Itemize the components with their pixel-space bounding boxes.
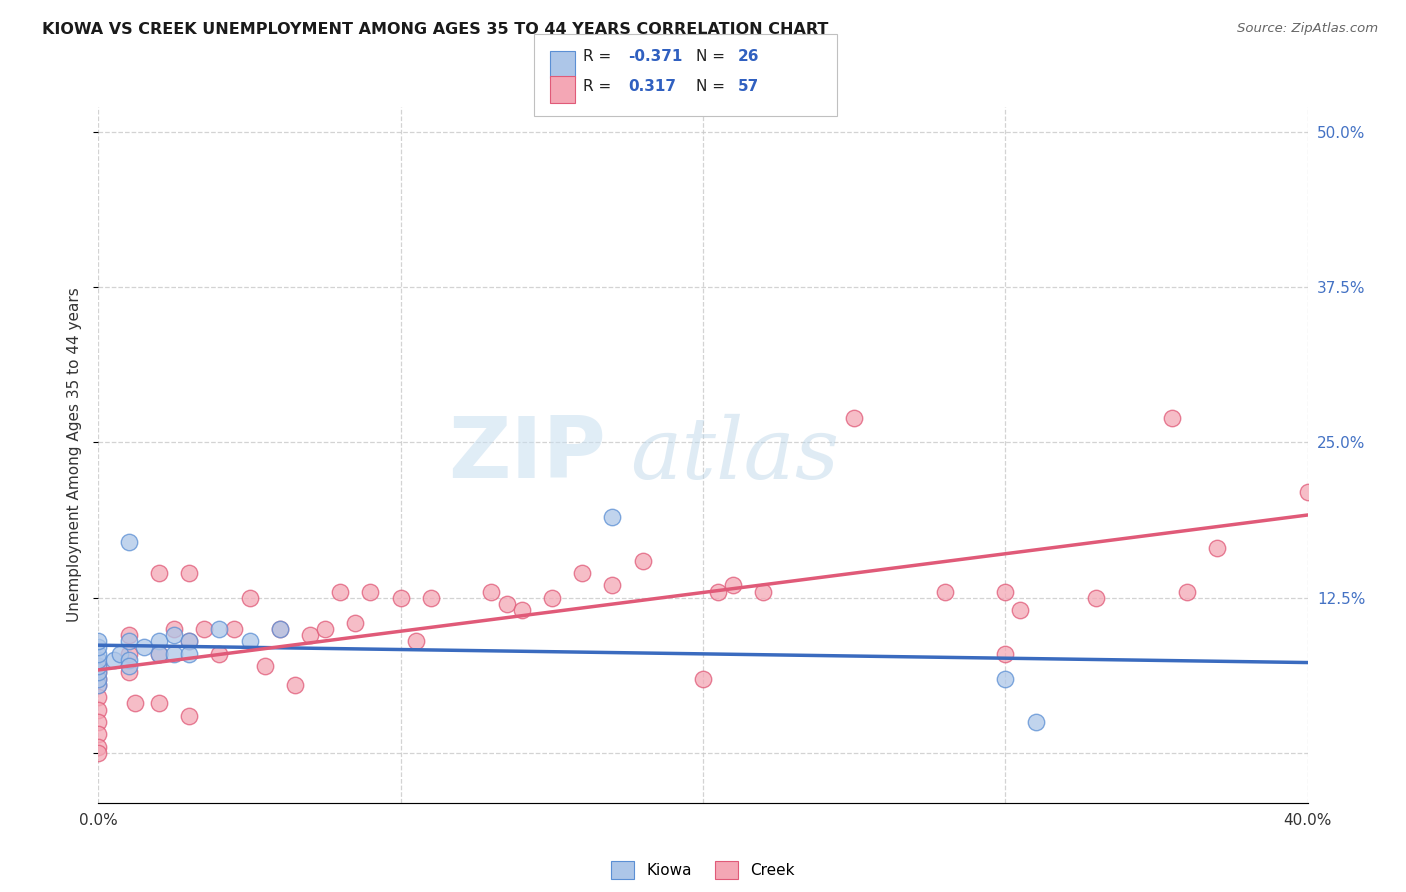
Point: [844, 410, 866, 425]
Text: R =: R =: [583, 49, 617, 64]
Point: [87, 640, 110, 655]
Point: [87, 659, 110, 673]
Point: [118, 534, 141, 549]
Text: -0.371: -0.371: [628, 49, 683, 64]
Point: [1206, 541, 1229, 555]
Point: [87, 672, 110, 686]
Point: [723, 578, 745, 592]
Text: KIOWA VS CREEK UNEMPLOYMENT AMONG AGES 35 TO 44 YEARS CORRELATION CHART: KIOWA VS CREEK UNEMPLOYMENT AMONG AGES 3…: [42, 22, 828, 37]
Point: [118, 659, 141, 673]
Point: [420, 591, 443, 605]
Text: N =: N =: [696, 49, 730, 64]
Point: [329, 584, 352, 599]
Point: [87, 647, 110, 661]
Point: [284, 678, 307, 692]
Point: [208, 622, 231, 636]
Point: [148, 566, 170, 580]
Point: [87, 746, 110, 760]
Point: [87, 714, 110, 729]
Point: [707, 584, 730, 599]
Point: [344, 615, 367, 630]
Point: [87, 634, 110, 648]
Point: [239, 591, 262, 605]
Point: [1010, 603, 1032, 617]
Point: [163, 622, 186, 636]
Point: [118, 653, 141, 667]
Point: [163, 628, 186, 642]
Y-axis label: Unemployment Among Ages 35 to 44 years: Unemployment Among Ages 35 to 44 years: [67, 287, 83, 623]
Point: [692, 672, 714, 686]
Point: [239, 634, 262, 648]
Point: [994, 672, 1017, 686]
Point: [87, 665, 110, 680]
Point: [118, 647, 141, 661]
Text: R =: R =: [583, 79, 621, 95]
Point: [405, 634, 427, 648]
Point: [87, 665, 110, 680]
Point: [540, 591, 562, 605]
Point: [1296, 485, 1319, 500]
Text: 57: 57: [738, 79, 759, 95]
Point: [108, 647, 131, 661]
Text: atlas: atlas: [630, 414, 839, 496]
Point: [148, 647, 170, 661]
Point: [87, 653, 110, 667]
Text: 26: 26: [738, 49, 759, 64]
Point: [163, 647, 186, 661]
Point: [253, 659, 276, 673]
Point: [87, 672, 110, 686]
Point: [87, 678, 110, 692]
Text: N =: N =: [696, 79, 730, 95]
Point: [314, 622, 336, 636]
Point: [299, 628, 322, 642]
Point: [1160, 410, 1182, 425]
Point: [360, 584, 382, 599]
Point: [87, 739, 110, 754]
Point: [1175, 584, 1198, 599]
Point: [631, 553, 654, 567]
Point: [132, 640, 155, 655]
Point: [571, 566, 593, 580]
Point: [103, 653, 125, 667]
Point: [179, 647, 201, 661]
Point: [1085, 591, 1108, 605]
Point: [934, 584, 956, 599]
Point: [87, 659, 110, 673]
Point: [602, 510, 624, 524]
Point: [495, 597, 517, 611]
Point: [994, 647, 1017, 661]
Point: [269, 622, 291, 636]
Point: [148, 634, 170, 648]
Point: [179, 566, 201, 580]
Point: [994, 584, 1017, 599]
Point: [193, 622, 215, 636]
Point: [481, 584, 503, 599]
Point: [602, 578, 624, 592]
Point: [1024, 714, 1046, 729]
Point: [148, 697, 170, 711]
Point: [752, 584, 775, 599]
Point: [87, 703, 110, 717]
Point: [389, 591, 412, 605]
Point: [118, 628, 141, 642]
Point: [148, 647, 170, 661]
Point: [269, 622, 291, 636]
Point: [87, 690, 110, 705]
Point: [179, 634, 201, 648]
Legend: Kiowa, Creek: Kiowa, Creek: [606, 855, 800, 886]
Point: [179, 634, 201, 648]
Point: [208, 647, 231, 661]
Point: [118, 665, 141, 680]
Text: Source: ZipAtlas.com: Source: ZipAtlas.com: [1237, 22, 1378, 36]
Point: [124, 697, 146, 711]
Point: [179, 708, 201, 723]
Point: [87, 678, 110, 692]
Point: [118, 634, 141, 648]
Text: ZIP: ZIP: [449, 413, 606, 497]
Text: 0.317: 0.317: [628, 79, 676, 95]
Point: [87, 727, 110, 741]
Point: [510, 603, 533, 617]
Point: [224, 622, 246, 636]
